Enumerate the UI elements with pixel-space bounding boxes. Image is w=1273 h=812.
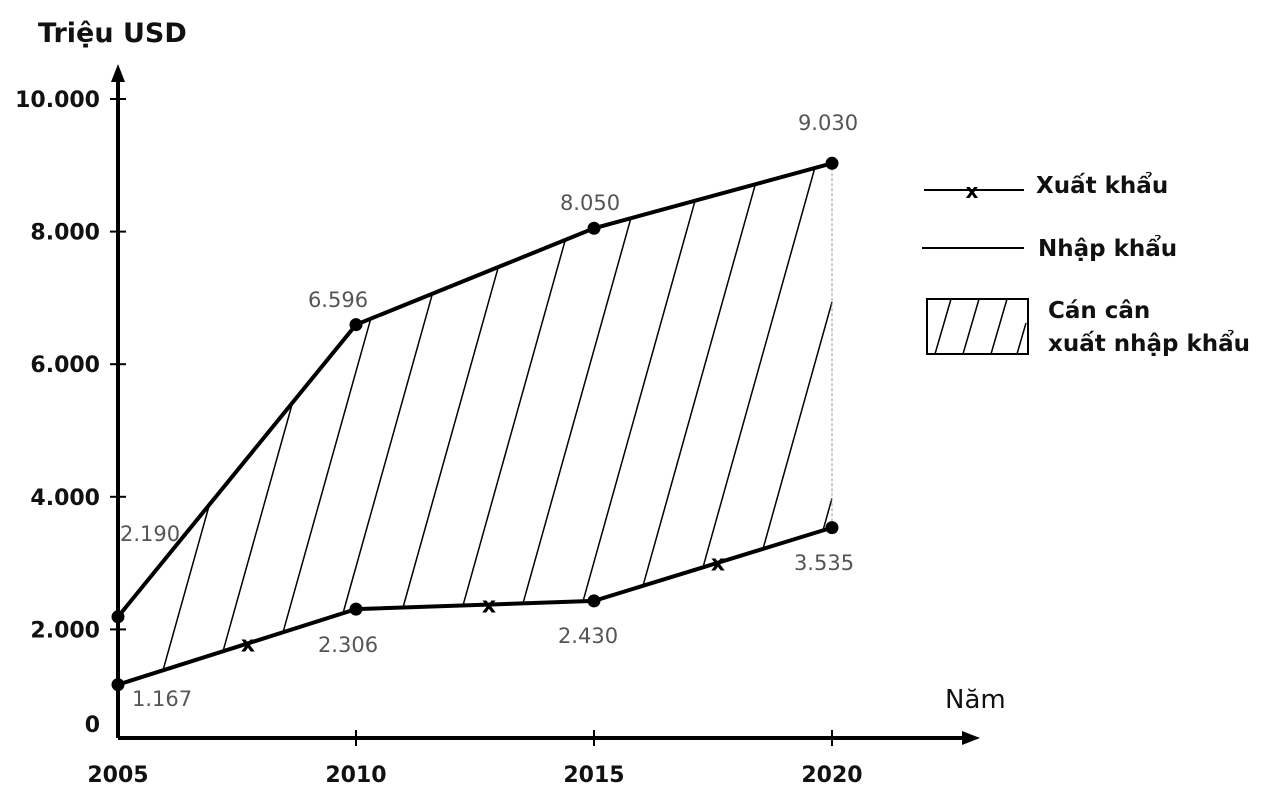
x-tick-label: 2020 [801, 763, 862, 788]
legend-balance-swatch [926, 298, 1029, 355]
x-tick-label: 2010 [325, 763, 386, 788]
export-x-marker-icon: x [711, 552, 725, 577]
import-value-label: 8.050 [560, 191, 620, 215]
import-value-label: 6.596 [308, 288, 368, 312]
export-point [349, 602, 363, 616]
export-value-label: 2.430 [558, 624, 618, 648]
axes: Triệu USD Năm 0 [38, 18, 1006, 745]
y-tick-label-0: 0 [85, 713, 100, 738]
legend-balance-label-line1: Cán cân [1048, 298, 1150, 324]
legend-export-marker-icon: x [966, 179, 979, 203]
hatch-line [522, 218, 632, 604]
x-axis-title: Năm [945, 685, 1006, 715]
legend-import-label: Nhập khẩu [1038, 234, 1177, 262]
export-line [117, 525, 833, 687]
export-point [825, 521, 839, 535]
export-x-marker-icon: x [241, 632, 255, 657]
balance-hatch-area [162, 167, 833, 671]
import-point [825, 156, 839, 170]
import-point [587, 221, 601, 235]
y-tick-label: 8.000 [30, 221, 100, 246]
y-tick-label: 2.000 [30, 618, 100, 643]
export-point [587, 594, 601, 608]
hatch-line [762, 301, 833, 550]
x-axis-arrow [962, 731, 980, 745]
hatch-line [822, 497, 833, 531]
hatch-line [462, 239, 567, 606]
import-value-label: 2.190 [120, 522, 180, 546]
hatch-line [642, 184, 757, 587]
export-point [111, 678, 125, 692]
x-tick-label: 2015 [563, 763, 624, 788]
export-value-label: 2.306 [318, 633, 378, 657]
y-axis-title: Triệu USD [38, 18, 187, 49]
hatch-line [282, 318, 372, 633]
export-value-label: 3.535 [794, 551, 854, 575]
legend: x Xuất khẩu Nhập khẩu Cán cân xuất nhập … [922, 171, 1250, 357]
import-point [349, 318, 363, 332]
import-point [111, 610, 125, 624]
y-tick-label: 4.000 [30, 486, 100, 511]
legend-export-label: Xuất khẩu [1036, 171, 1168, 199]
import-value-label: 9.030 [798, 111, 858, 135]
import-line [116, 161, 833, 619]
legend-balance-label-line2: xuất nhập khẩu [1048, 329, 1250, 357]
y-axis-arrow [111, 64, 125, 82]
x-tick-label: 2005 [87, 763, 148, 788]
y-tick-label: 10.000 [15, 88, 100, 113]
export-x-marker-icon: x [482, 594, 496, 619]
hatch-line [402, 266, 500, 608]
hatch-line [222, 402, 294, 652]
hatch-line [342, 293, 434, 614]
hatch-line [702, 167, 816, 568]
y-tick-label: 6.000 [30, 353, 100, 378]
export-value-label: 1.167 [132, 687, 192, 711]
hatch-line [162, 504, 211, 671]
hatch-line [582, 200, 696, 602]
